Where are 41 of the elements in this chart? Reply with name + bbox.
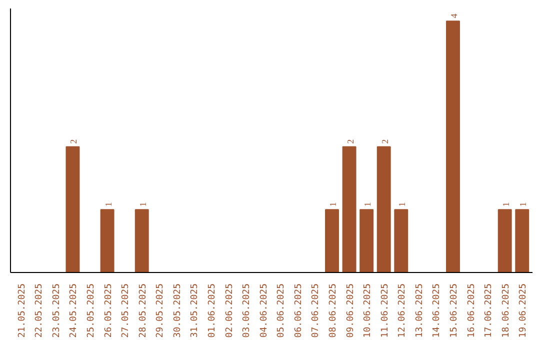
data-label: 1 <box>362 202 373 207</box>
x-tick-label: 24.05.2025 <box>69 283 80 338</box>
data-label: 1 <box>103 202 114 207</box>
data-label: 2 <box>380 139 390 144</box>
data-label: 4 <box>448 13 459 18</box>
data-label: 2 <box>68 139 79 144</box>
x-tick-label: 11.06.2025 <box>380 283 390 338</box>
data-label: 1 <box>500 202 511 207</box>
data-label: 1 <box>328 202 338 207</box>
x-tick-label: 08.06.2025 <box>328 283 338 338</box>
x-tick-label: 04.06.2025 <box>259 283 270 338</box>
data-label: 2 <box>345 139 356 144</box>
x-tick-label: 05.06.2025 <box>276 283 287 338</box>
x-tick-label: 27.05.2025 <box>121 283 132 338</box>
x-tick-label: 30.05.2025 <box>172 283 183 338</box>
data-label: 1 <box>138 202 148 207</box>
x-tick-label: 18.06.2025 <box>501 283 512 338</box>
x-tick-label: 21.05.2025 <box>17 283 28 338</box>
x-tick-label: 17.06.2025 <box>484 283 494 338</box>
x-tick-label: 25.05.2025 <box>86 283 97 338</box>
x-tick-label: 02.06.2025 <box>224 283 235 338</box>
x-tick-label: 07.06.2025 <box>311 283 322 338</box>
x-tick-label: 31.05.2025 <box>190 283 200 338</box>
x-tick-label: 13.06.2025 <box>414 283 425 338</box>
data-label: 1 <box>518 202 528 207</box>
x-tick-label: 22.05.2025 <box>34 283 45 338</box>
x-tick-label: 15.06.2025 <box>449 283 460 338</box>
x-tick-label: 09.06.2025 <box>346 283 356 338</box>
x-tick-label: 03.06.2025 <box>242 283 252 338</box>
x-tick-label: 29.05.2025 <box>156 283 166 338</box>
x-tick-label: 28.05.2025 <box>138 283 148 338</box>
x-tick-label: 14.06.2025 <box>432 283 442 338</box>
x-tick-label: 26.05.2025 <box>104 283 114 338</box>
data-label: 1 <box>397 202 408 207</box>
x-tick-label: 16.06.2025 <box>466 283 477 338</box>
x-tick-label: 19.06.2025 <box>518 283 529 338</box>
x-tick-label: 10.06.2025 <box>363 283 374 338</box>
x-tick-label: 01.06.2025 <box>208 283 218 338</box>
x-tick-label: 06.06.2025 <box>294 283 304 338</box>
x-tick-label: 12.06.2025 <box>398 283 408 338</box>
x-tick-label: 23.05.2025 <box>52 283 62 338</box>
